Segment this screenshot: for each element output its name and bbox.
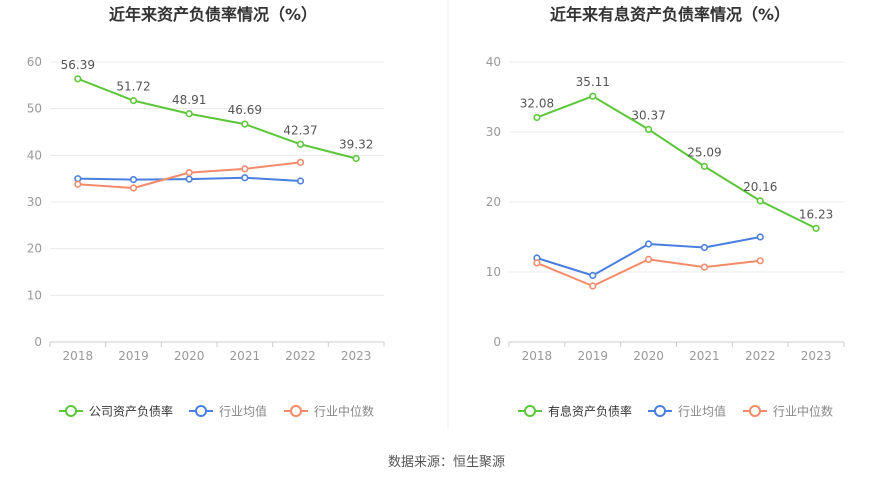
data-label: 48.91 <box>172 93 206 107</box>
data-point <box>700 263 709 271</box>
x-tick-label: 2021 <box>230 349 261 363</box>
chart-title: 近年来资产负债率情况（%） <box>109 5 317 24</box>
legend-label: 行业均值 <box>219 404 267 419</box>
legend-label: 行业中位数 <box>773 404 833 419</box>
data-point <box>352 154 360 163</box>
y-tick-label: 10 <box>27 288 42 302</box>
legend-marker <box>654 405 666 417</box>
data-point <box>74 180 82 188</box>
data-point <box>533 259 541 267</box>
x-tick-label: 2019 <box>577 349 608 363</box>
data-point <box>644 125 653 134</box>
y-tick-label: 40 <box>486 55 501 69</box>
data-point <box>644 255 653 264</box>
series-line-0 <box>536 95 817 230</box>
chart-title: 近年来有息资产负债率情况（%） <box>550 5 790 24</box>
data-point <box>185 110 193 118</box>
data-point <box>700 243 709 252</box>
data-point <box>185 175 193 183</box>
data-point <box>589 271 597 280</box>
data-label: 39.32 <box>339 138 373 152</box>
data-label: 51.72 <box>116 80 150 94</box>
legend-marker <box>65 405 77 417</box>
legend-marker <box>195 405 207 417</box>
data-point <box>74 175 82 183</box>
data-point <box>296 177 305 185</box>
y-tick-label: 10 <box>486 265 501 279</box>
data-source: 数据来源：恒生聚源 <box>387 455 505 470</box>
legend-label: 公司资产负债率 <box>89 404 173 419</box>
data-label: 16.23 <box>799 207 833 221</box>
y-tick-label: 0 <box>493 335 501 349</box>
data-point <box>589 92 597 100</box>
data-point <box>644 240 653 248</box>
chart-panel-1: 近年来资产负债率情况（%） 0 10 20 30 40 50 60 2018 2019 2020 20… <box>27 5 385 419</box>
y-tick-label: 30 <box>486 125 501 139</box>
data-point <box>74 75 82 83</box>
data-point <box>241 174 249 182</box>
legend-marker <box>524 405 536 417</box>
data-label: 32.08 <box>520 96 554 110</box>
data-point <box>241 165 249 173</box>
data-point <box>241 120 249 128</box>
legend-marker <box>749 405 761 417</box>
x-tick-label: 2021 <box>689 349 720 363</box>
data-label: 42.37 <box>283 123 317 137</box>
y-tick-label: 20 <box>27 242 42 256</box>
x-tick-label: 2020 <box>633 349 664 363</box>
legend-label: 有息资产负债率 <box>548 404 632 419</box>
y-tick-label: 60 <box>27 55 42 69</box>
legend-label: 行业均值 <box>678 404 726 419</box>
x-tick-label: 2023 <box>801 349 832 363</box>
x-tick-label: 2022 <box>745 349 776 363</box>
data-point <box>185 169 193 177</box>
legend-marker <box>290 405 302 417</box>
x-tick-label: 2019 <box>118 349 149 363</box>
data-point <box>812 224 820 232</box>
data-point <box>756 233 764 241</box>
data-point <box>700 162 709 170</box>
legend-label: 行业中位数 <box>314 404 374 419</box>
x-tick-label: 2018 <box>63 349 94 363</box>
chart-panel-2: 近年来有息资产负债率情况（%） 0 10 20 30 40 2018 2019 2020 2021… <box>486 5 845 419</box>
series-line-2 <box>536 258 761 287</box>
y-tick-label: 50 <box>27 102 42 116</box>
y-tick-label: 20 <box>486 195 501 209</box>
y-tick-label: 40 <box>27 148 42 162</box>
data-point <box>296 158 305 166</box>
data-label: 35.11 <box>576 75 610 89</box>
data-point <box>756 197 764 205</box>
data-point <box>756 257 764 265</box>
data-point <box>533 113 541 122</box>
data-point <box>129 176 138 184</box>
x-tick-label: 2022 <box>285 349 316 363</box>
data-label: 30.37 <box>631 108 665 122</box>
data-label: 25.09 <box>687 145 721 159</box>
y-tick-label: 0 <box>34 335 42 349</box>
data-label: 46.69 <box>228 103 262 117</box>
x-tick-label: 2018 <box>522 349 553 363</box>
data-point <box>129 184 138 192</box>
x-tick-label: 2023 <box>341 349 372 363</box>
data-point <box>296 140 305 148</box>
data-point <box>589 282 597 290</box>
series-line-0 <box>77 77 357 160</box>
data-label: 20.16 <box>743 180 777 194</box>
y-tick-label: 30 <box>27 195 42 209</box>
x-tick-label: 2020 <box>174 349 205 363</box>
data-label: 56.39 <box>61 58 95 72</box>
data-point <box>129 97 138 105</box>
